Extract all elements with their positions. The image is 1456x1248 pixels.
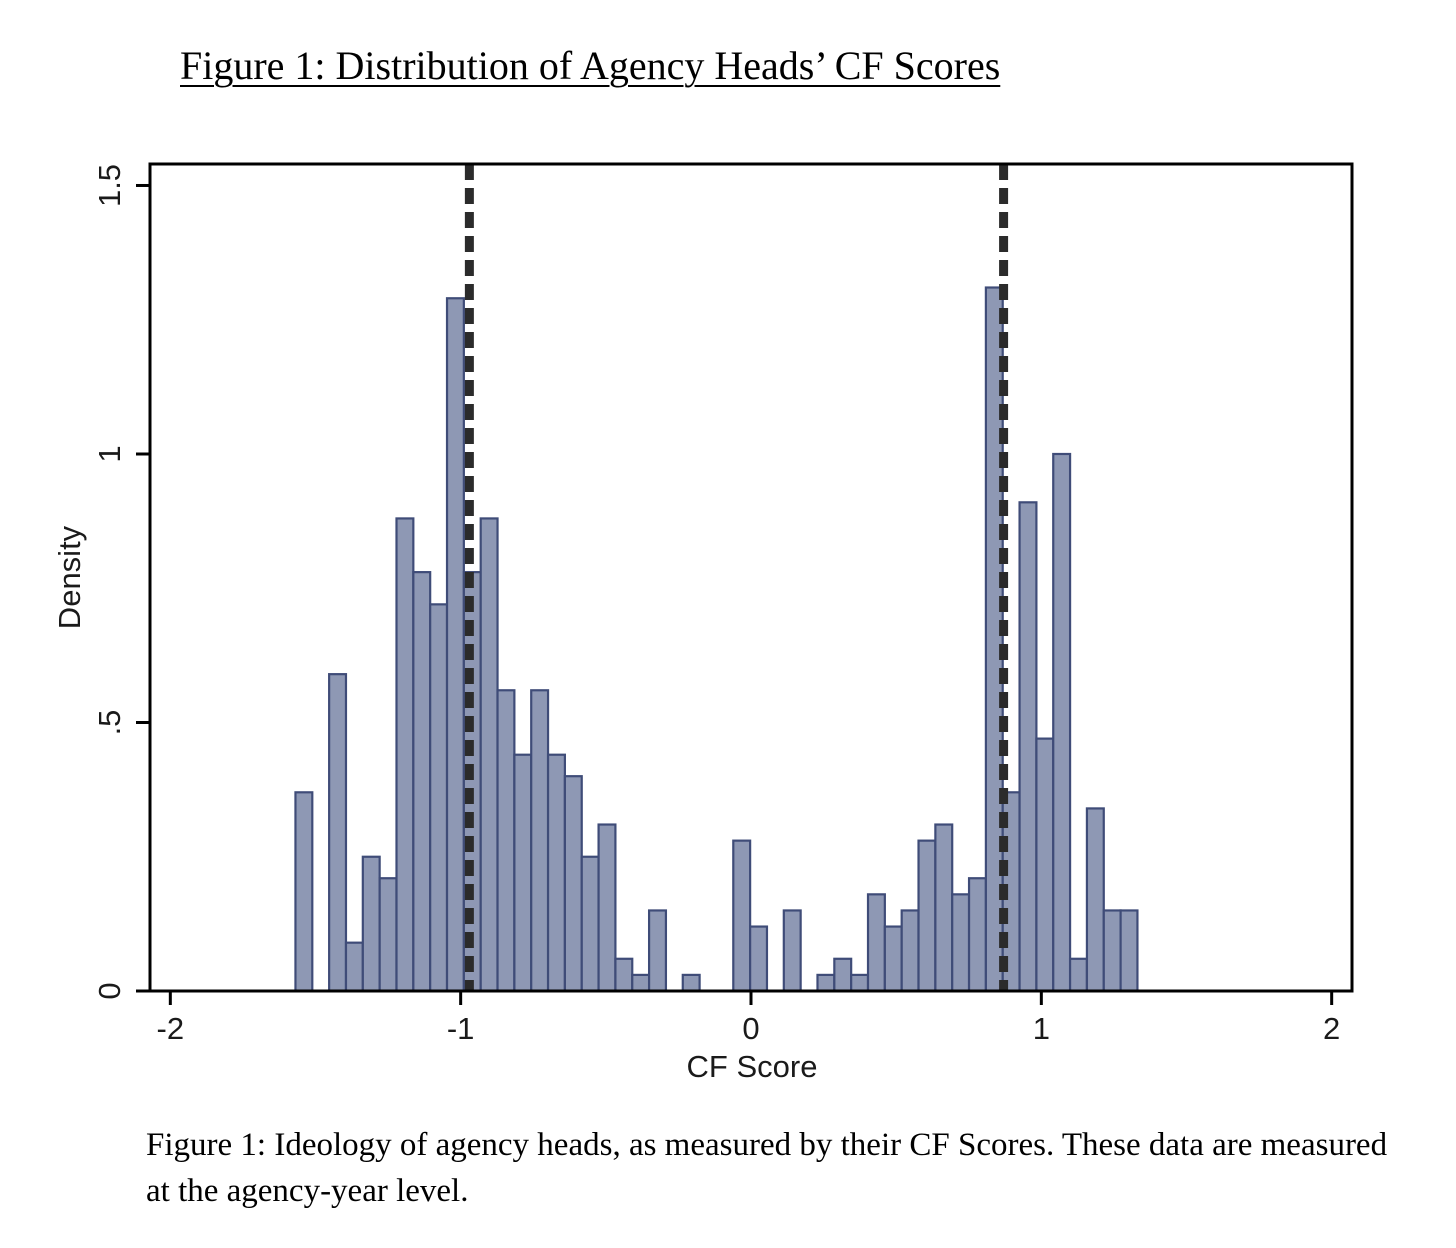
histogram-bar	[833, 957, 853, 993]
y-axis: 0 .5 1 1.5	[92, 164, 150, 1000]
histogram-bar	[1052, 452, 1072, 993]
histogram-bar	[1035, 737, 1055, 993]
x-axis-title: CF Score	[687, 1049, 818, 1084]
histogram-bar	[1102, 909, 1122, 993]
histogram-bar	[378, 877, 398, 993]
histogram-bar	[445, 297, 465, 993]
histogram-bar	[429, 603, 449, 993]
histogram-bar	[883, 925, 903, 993]
x-axis: -2 -1 0 1 2	[157, 991, 1340, 1046]
histogram-bar	[934, 823, 954, 993]
histogram-chart: -2 -1 0 1 2 0 .5 1 1.5 CF Score Density	[52, 162, 1354, 1084]
histogram-bar	[530, 689, 550, 993]
reference-lines	[464, 164, 1009, 991]
histogram-bar	[1085, 807, 1105, 993]
histogram-bar	[681, 973, 701, 993]
histogram-bar	[328, 673, 348, 993]
y-tick-label: 1.5	[92, 164, 127, 207]
histogram-bar	[344, 941, 364, 993]
histogram-bar	[917, 839, 937, 993]
histogram-bar	[850, 973, 870, 993]
histogram-bar	[1018, 501, 1038, 993]
y-tick-label: 1	[92, 445, 127, 462]
histogram-bar	[631, 973, 651, 993]
y-tick-label: 0	[92, 982, 127, 999]
histogram-bar	[816, 973, 836, 993]
histogram-bar	[900, 909, 920, 993]
histogram-bar	[647, 909, 668, 993]
histogram-bar	[563, 775, 583, 993]
x-tick-label: -2	[157, 1011, 185, 1046]
figure-title: Figure 1: Distribution of Agency Heads’ …	[180, 43, 1001, 88]
histogram-bar	[951, 893, 971, 993]
x-tick-label: -1	[447, 1011, 475, 1046]
figure-caption: Figure 1: Ideology of agency heads, as m…	[146, 1127, 1388, 1209]
histogram-bar	[1119, 909, 1139, 993]
histogram-bar	[496, 689, 516, 993]
histogram-bar	[967, 877, 987, 993]
histogram-bar	[866, 893, 886, 993]
histogram-bar	[361, 855, 381, 993]
y-axis-title: Density	[52, 525, 87, 629]
histogram-bar	[412, 571, 432, 993]
histogram-bar	[546, 753, 566, 993]
histogram-bar	[395, 517, 415, 993]
histogram-bar	[597, 823, 617, 993]
histogram-bar	[513, 753, 533, 993]
histogram-bar	[782, 909, 802, 993]
x-tick-label: 1	[1033, 1011, 1050, 1046]
x-tick-label: 2	[1323, 1011, 1340, 1046]
histogram-bar	[580, 855, 600, 993]
histogram-bar	[749, 925, 769, 993]
histogram-bar	[294, 791, 314, 993]
histogram-bar	[479, 517, 499, 993]
y-tick-label: .5	[92, 710, 127, 736]
histogram-bars	[294, 286, 1139, 993]
histogram-bar	[732, 839, 752, 993]
histogram-bar	[1068, 957, 1089, 993]
x-tick-label: 0	[742, 1011, 759, 1046]
histogram-bar	[614, 957, 634, 993]
